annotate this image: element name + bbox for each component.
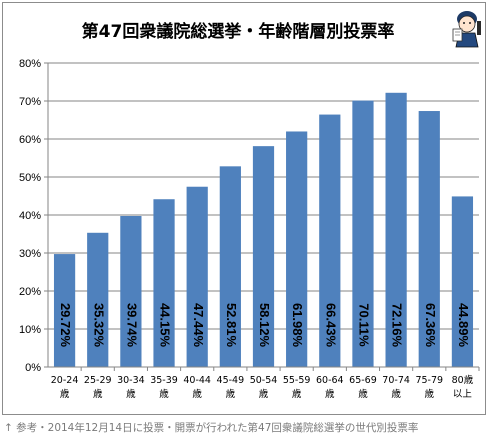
bar	[352, 100, 374, 367]
data-label: 44.89%	[456, 303, 471, 348]
x-tick-label: 40-44	[183, 375, 211, 386]
x-tick-label: 歳	[226, 388, 236, 400]
x-tick-label: 30-34	[117, 375, 145, 386]
data-label: 29.72%	[58, 303, 73, 348]
data-label: 52.81%	[224, 303, 239, 348]
x-tick-label: 歳	[126, 388, 136, 400]
x-tick-label: 70-74	[382, 375, 410, 386]
x-tick-label: 以上	[453, 389, 473, 400]
bar-chart: 0% 10% 20% 30% 40% 50% 60% 70% 80% 29.72% 35.32% 3…	[19, 58, 480, 400]
data-label: 44.15%	[158, 303, 173, 348]
y-tick-label: 70%	[19, 96, 41, 108]
x-tick-label: 20-24	[51, 375, 79, 386]
x-tick-label: 歳	[358, 388, 368, 400]
x-tick-label: 25-29	[84, 375, 112, 386]
data-label: 39.74%	[124, 303, 139, 348]
bar	[252, 146, 275, 367]
x-tick-label: 65-69	[349, 375, 377, 386]
bar	[120, 215, 142, 367]
data-label: 72.16%	[390, 303, 405, 348]
y-tick-label: 0%	[25, 362, 41, 374]
y-tick-label: 40%	[19, 210, 41, 222]
x-tick-label: 歳	[425, 388, 435, 400]
y-tick-label: 80%	[19, 58, 41, 70]
x-tick-label: 80歳	[452, 374, 474, 386]
y-tick-label: 10%	[19, 324, 41, 336]
chart-frame: 第47回衆議院総選挙・年齢階層別投票率 0% 10% 20% 30% 40% 50% 60%…	[2, 2, 486, 415]
data-label: 61.98%	[290, 303, 305, 348]
bar	[87, 232, 109, 367]
gridlines	[48, 62, 479, 330]
bar	[219, 166, 241, 367]
y-tick-label: 50%	[19, 172, 41, 184]
data-label: 66.43%	[323, 303, 338, 348]
bar	[53, 254, 76, 367]
x-tick-label: 歳	[292, 388, 302, 400]
data-label: 35.32%	[91, 303, 106, 348]
x-tick-label: 35-39	[150, 375, 178, 386]
bar	[186, 186, 208, 367]
x-tick-label: 50-54	[250, 375, 278, 386]
x-tick-label: 歳	[259, 388, 269, 400]
x-tick-label: 歳	[93, 388, 103, 400]
y-tick-label: 60%	[19, 134, 41, 146]
bar	[153, 199, 175, 367]
chart-title: 第47回衆議院総選挙・年齢階層別投票率	[81, 22, 395, 42]
data-label: 70.11%	[357, 303, 372, 347]
data-label: 67.36%	[423, 303, 438, 348]
x-tick-label: 歳	[192, 388, 202, 400]
x-tick-label: 歳	[325, 388, 335, 400]
cartoon-character-logo	[452, 11, 481, 48]
bar	[319, 114, 341, 367]
data-labels: 29.72% 35.32% 39.74% 44.15% 47.44% 52.81% 58.1…	[58, 303, 471, 348]
data-label: 58.12%	[257, 303, 272, 348]
data-label: 47.44%	[191, 303, 206, 348]
x-tick-label: 45-49	[217, 375, 245, 386]
y-tick-label: 30%	[19, 248, 41, 260]
bar	[286, 131, 308, 367]
bar	[418, 111, 440, 367]
x-tick-label: 歳	[391, 388, 401, 400]
bar	[385, 92, 407, 368]
x-axis-ticks: 20-24 歳 25-29 歳 30-34 歳 35-39 歳 40-44 歳 45-49 歳 50-5…	[51, 367, 480, 400]
bar	[451, 196, 474, 367]
y-axis-ticks: 0% 10% 20% 30% 40% 50% 60% 70% 80%	[19, 58, 48, 374]
x-tick-label: 75-79	[415, 375, 443, 386]
x-tick-label: 55-59	[283, 375, 311, 386]
x-tick-label: 60-64	[316, 375, 344, 386]
caption-text: ↑ 参考・2014年12月14日に投票・開票が行われた第47回衆議院総選挙の世代…	[4, 422, 419, 434]
x-tick-label: 歳	[159, 388, 169, 400]
bars	[53, 92, 474, 368]
y-tick-label: 20%	[19, 286, 41, 298]
x-tick-label: 歳	[60, 388, 70, 400]
